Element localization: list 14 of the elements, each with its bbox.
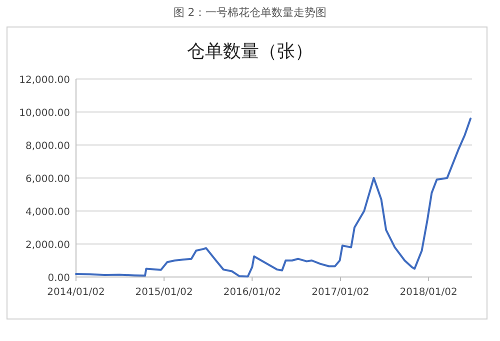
x-tick-label: 2016/01/02	[223, 287, 281, 298]
y-tick-label: 2,000.00	[25, 240, 70, 251]
caption: 图 2：一号棉花仓单数量走势图	[173, 6, 327, 19]
x-tick-label: 2017/01/02	[312, 287, 370, 298]
x-tick-label: 2018/01/02	[400, 287, 458, 298]
y-tick-label: 8,000.00	[25, 141, 70, 152]
y-tick-label: 10,000.00	[19, 108, 70, 119]
x-tick-label: 2014/01/02	[47, 287, 105, 298]
x-tick-label: 2015/01/02	[135, 287, 193, 298]
y-tick-label: 0.00	[48, 273, 70, 284]
y-tick-label: 4,000.00	[25, 207, 70, 218]
y-tick-label: 6,000.00	[25, 174, 70, 185]
chart-title: 仓单数量（张）	[187, 41, 313, 62]
y-tick-label: 12,000.00	[19, 75, 70, 86]
